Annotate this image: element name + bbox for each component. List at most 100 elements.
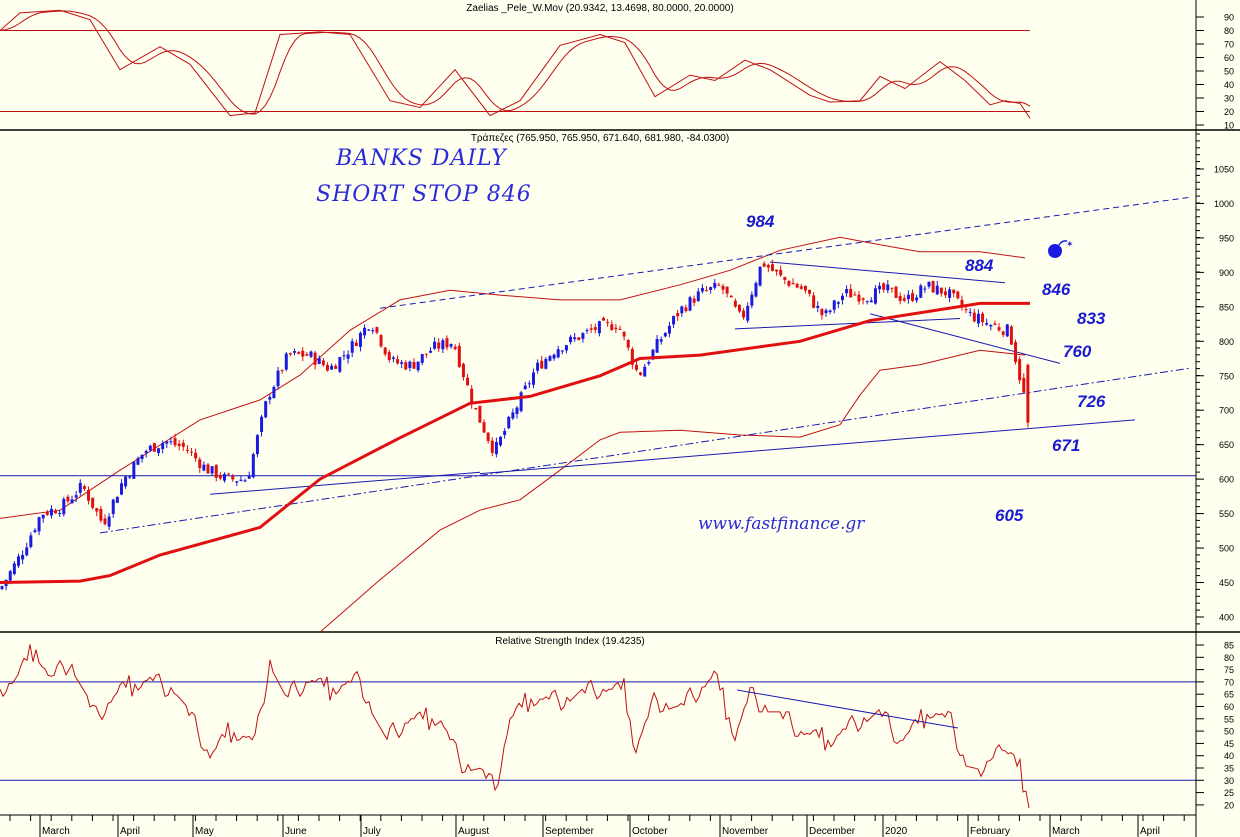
candle xyxy=(78,482,82,493)
candle xyxy=(676,313,680,317)
candle xyxy=(836,302,840,304)
candle xyxy=(972,312,976,322)
candle xyxy=(585,330,589,332)
candle xyxy=(235,481,239,483)
candle xyxy=(976,313,980,324)
candle xyxy=(99,508,103,521)
rsi-tick-label: 85 xyxy=(1224,641,1234,651)
price-tick-label: 900 xyxy=(1219,268,1234,278)
candle xyxy=(247,475,251,479)
triangle-lower-line xyxy=(734,318,961,330)
month-label: October xyxy=(632,826,668,837)
candle xyxy=(602,317,606,321)
candle xyxy=(111,499,115,514)
candle xyxy=(919,285,923,298)
candle xyxy=(812,295,816,308)
candle xyxy=(960,299,964,308)
candle xyxy=(441,340,445,350)
rsi-tick-label: 65 xyxy=(1224,690,1234,700)
candle xyxy=(486,432,490,442)
candle xyxy=(857,294,861,302)
rsi-tick-label: 25 xyxy=(1224,788,1234,798)
candle xyxy=(119,483,123,495)
candle xyxy=(873,288,877,304)
candle xyxy=(878,285,882,290)
candle xyxy=(948,289,952,298)
candle xyxy=(338,357,342,372)
candle xyxy=(45,512,49,515)
month-label: 2020 xyxy=(885,826,908,837)
candle xyxy=(416,361,420,371)
spark-icon: ✶ xyxy=(1066,239,1074,249)
candle xyxy=(293,351,297,353)
candle xyxy=(297,351,301,354)
candle xyxy=(375,327,379,333)
candle xyxy=(363,327,367,336)
candle xyxy=(667,325,671,334)
candle xyxy=(692,298,696,303)
candle xyxy=(16,556,20,566)
candle xyxy=(655,338,659,353)
candle xyxy=(651,349,655,360)
candle xyxy=(906,294,910,300)
candle xyxy=(626,339,630,348)
candle xyxy=(569,336,573,343)
candle xyxy=(404,362,408,370)
rsi-trendline xyxy=(736,689,959,729)
candle xyxy=(165,441,169,444)
candle xyxy=(128,476,132,478)
candle xyxy=(882,283,886,290)
candle xyxy=(989,324,993,327)
candle xyxy=(54,510,58,514)
rsi-tick-label: 75 xyxy=(1224,665,1234,675)
early-support-line xyxy=(209,471,481,495)
month-label: February xyxy=(970,826,1010,837)
candle xyxy=(581,333,585,339)
candle xyxy=(330,365,334,370)
candle xyxy=(1022,377,1026,393)
candle xyxy=(713,282,717,288)
candle xyxy=(886,284,890,291)
month-label: March xyxy=(42,826,70,837)
candle xyxy=(144,451,148,454)
candle xyxy=(725,286,729,294)
candle xyxy=(437,342,441,349)
candle xyxy=(288,353,292,355)
candle xyxy=(647,362,651,364)
candle xyxy=(140,454,144,459)
candle xyxy=(840,295,844,301)
rsi-tick-label: 40 xyxy=(1224,751,1234,761)
candle xyxy=(173,438,177,446)
candle xyxy=(132,461,136,479)
candle xyxy=(136,458,140,465)
candle xyxy=(449,343,453,347)
candle xyxy=(214,465,218,478)
candle xyxy=(354,342,358,346)
rsi-tick-label: 20 xyxy=(1224,800,1234,810)
candle xyxy=(428,350,432,353)
candle xyxy=(1005,324,1009,337)
candle xyxy=(787,281,791,286)
month-label: June xyxy=(285,826,307,837)
candle xyxy=(396,359,400,364)
price-tick-label: 650 xyxy=(1219,440,1234,450)
candle xyxy=(911,293,915,301)
candle xyxy=(968,311,972,313)
candle xyxy=(614,327,618,330)
candles xyxy=(0,259,1030,591)
candle xyxy=(618,328,622,330)
candle xyxy=(824,310,828,313)
candle xyxy=(700,287,704,292)
candle xyxy=(808,289,812,294)
candle xyxy=(548,356,552,361)
candle xyxy=(531,372,535,385)
candle xyxy=(564,345,568,351)
candle xyxy=(325,365,329,371)
candle xyxy=(239,479,243,481)
candle xyxy=(309,351,313,357)
candle xyxy=(461,363,465,378)
candle xyxy=(124,476,128,487)
candle xyxy=(981,313,985,323)
